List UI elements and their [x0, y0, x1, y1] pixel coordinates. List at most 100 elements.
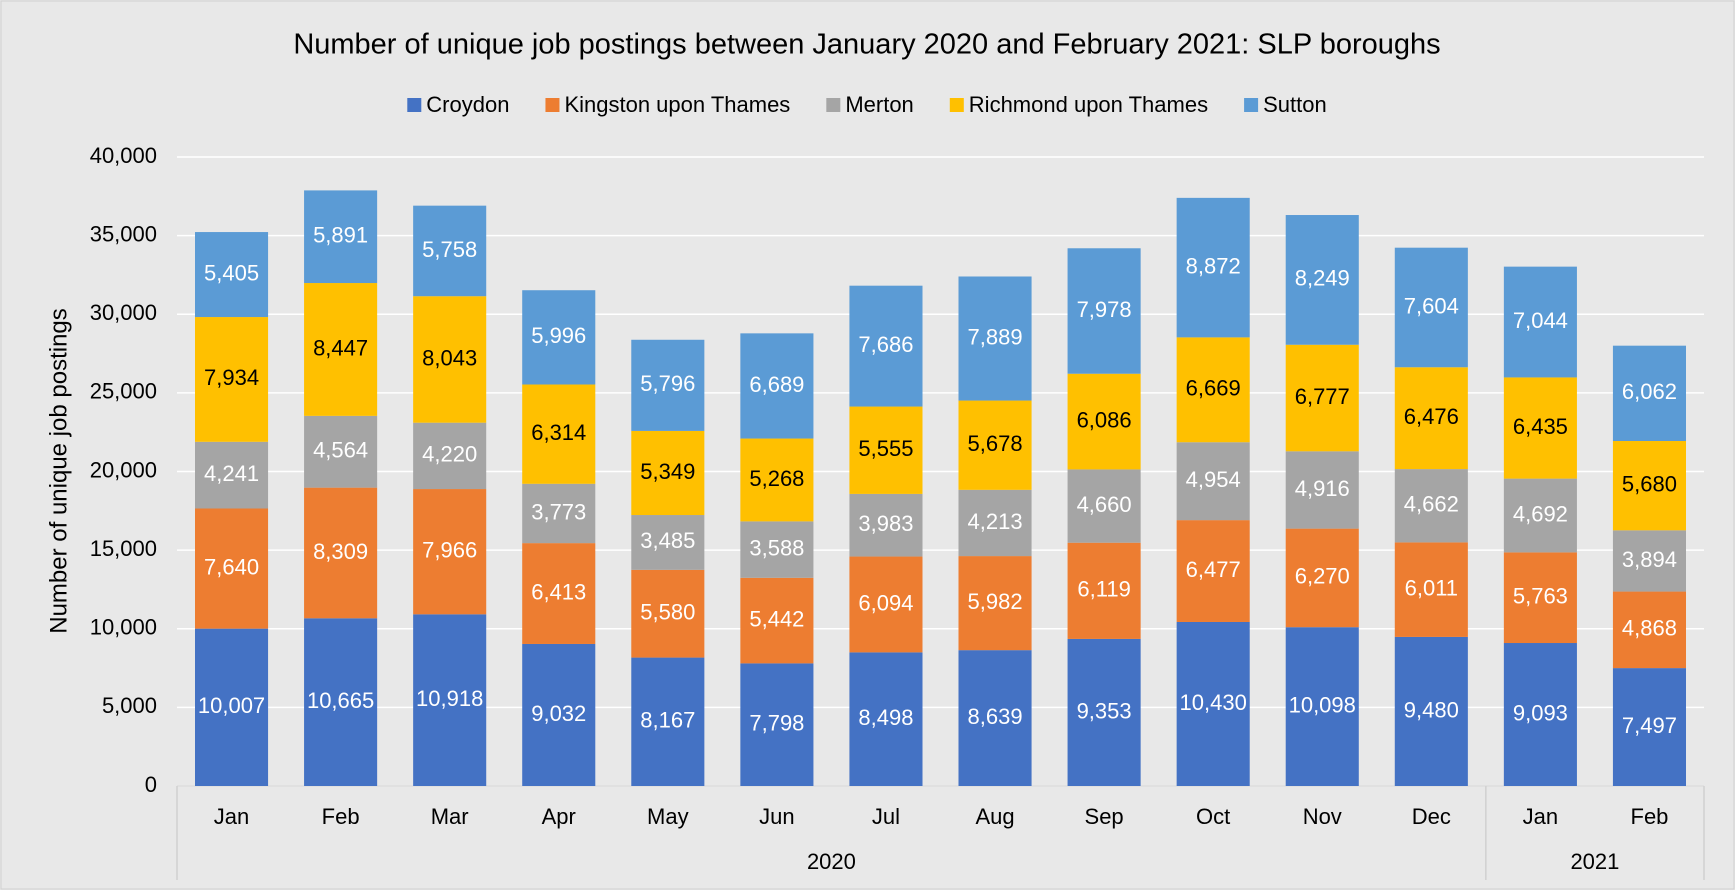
legend-swatch [826, 98, 841, 112]
data-label: 5,678 [968, 431, 1023, 456]
legend-label: Croydon [426, 92, 509, 117]
bar-segment [1176, 520, 1250, 622]
bar-segment [1612, 530, 1687, 592]
bar-segment [1503, 266, 1577, 378]
data-label: 6,011 [1405, 575, 1458, 600]
bar-segment [194, 508, 269, 629]
y-tick-label: 30,000 [90, 300, 157, 325]
data-label: 5,996 [531, 323, 586, 348]
bar-segment [1067, 469, 1141, 543]
data-label: 5,349 [640, 459, 695, 484]
bar-segment [849, 556, 923, 653]
x-tick-label: Sep [1085, 804, 1124, 829]
data-label: 6,435 [1513, 414, 1568, 439]
data-label: 4,213 [968, 509, 1023, 534]
bar-segment [849, 285, 923, 407]
bar-segment [958, 556, 1032, 651]
x-tick-label: Jan [1523, 804, 1558, 829]
bar-segment [849, 406, 923, 494]
data-label: 4,662 [1404, 492, 1459, 517]
bar-segment [1612, 441, 1687, 531]
data-label: 3,588 [749, 535, 804, 560]
bar-segment [194, 232, 269, 318]
data-label: 4,241 [204, 461, 259, 486]
data-label: 5,405 [204, 260, 259, 285]
data-label: 5,982 [968, 589, 1023, 614]
data-label: 5,891 [313, 223, 368, 248]
bar-segment [1067, 638, 1141, 786]
data-label: 4,660 [1077, 492, 1132, 517]
data-label: 7,497 [1622, 713, 1677, 738]
legend-swatch [407, 98, 422, 112]
data-label: 8,249 [1295, 266, 1350, 291]
bar-segment [740, 438, 814, 522]
data-label: 6,094 [858, 590, 913, 615]
bar-segment [1503, 377, 1577, 479]
data-label: 7,889 [968, 324, 1023, 349]
data-label: 6,413 [531, 579, 586, 604]
data-label: 8,167 [640, 708, 695, 733]
bar-segment [631, 657, 705, 786]
x-tick-label: Jan [214, 804, 249, 829]
legend-swatch [1244, 98, 1259, 112]
bar-segment [1067, 373, 1141, 470]
data-label: 5,796 [640, 371, 695, 396]
data-label: 4,916 [1295, 476, 1350, 501]
data-label: 7,044 [1513, 308, 1568, 333]
x-tick-label: Feb [1631, 804, 1669, 829]
bar-segment [1285, 627, 1359, 786]
bar-segment [631, 430, 705, 516]
y-tick-label: 15,000 [90, 536, 157, 561]
bar-segment [740, 521, 814, 578]
y-tick-label: 20,000 [90, 457, 157, 482]
bar-segment [194, 317, 269, 442]
data-label: 8,498 [858, 705, 913, 730]
bar-segment [1394, 469, 1468, 543]
x-tick-label: Feb [322, 804, 360, 829]
y-tick-label: 5,000 [102, 693, 157, 718]
data-label: 7,966 [422, 537, 477, 562]
bar-segment [1067, 248, 1141, 374]
data-label: 7,934 [204, 365, 259, 390]
bar-segment [849, 493, 923, 557]
data-label: 3,485 [640, 528, 695, 553]
bar-segment [1394, 247, 1468, 368]
legend-label: Merton [845, 92, 913, 117]
year-label: 2021 [1570, 849, 1619, 874]
y-tick-label: 0 [145, 772, 157, 797]
data-label: 7,978 [1077, 297, 1132, 322]
bar-segment [849, 652, 923, 786]
bar-segment [1285, 528, 1359, 628]
legend-label: Sutton [1263, 92, 1327, 117]
bar-segment [1176, 442, 1250, 521]
bar-segment [740, 663, 814, 786]
data-label: 7,604 [1404, 293, 1459, 318]
data-label: 6,669 [1186, 376, 1241, 401]
x-tick-label: Nov [1303, 804, 1342, 829]
x-tick-label: Apr [542, 804, 576, 829]
y-tick-label: 35,000 [90, 221, 157, 246]
data-label: 4,220 [422, 442, 477, 467]
bar-segment [1394, 542, 1468, 637]
data-label: 10,430 [1180, 690, 1247, 715]
bar-segment [958, 650, 1032, 786]
data-label: 5,268 [749, 466, 804, 491]
data-label: 3,983 [858, 511, 913, 536]
bar-segment [1285, 451, 1359, 529]
bar-segment [958, 489, 1032, 557]
data-label: 4,954 [1186, 467, 1241, 492]
bar-segment [1612, 668, 1687, 786]
bar-segment [1176, 621, 1250, 786]
data-label: 4,692 [1513, 501, 1568, 526]
bar-segment [1394, 636, 1468, 786]
data-label: 6,270 [1295, 564, 1350, 589]
bar-segment [522, 384, 596, 484]
x-tick-label: Oct [1196, 804, 1230, 829]
bar-segment [304, 618, 378, 786]
bar-segment [413, 614, 487, 786]
data-label: 8,872 [1186, 253, 1241, 278]
bar-segment [1503, 552, 1577, 644]
data-label: 6,086 [1077, 407, 1132, 432]
